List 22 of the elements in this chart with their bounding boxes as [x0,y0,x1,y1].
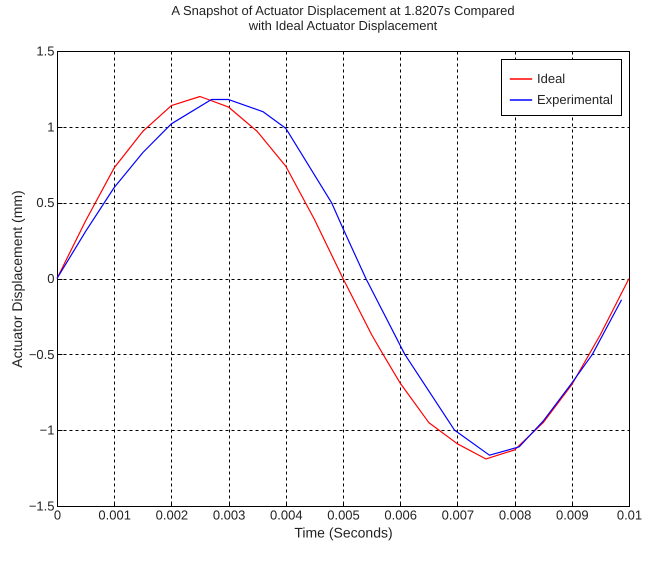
x-tick-label: 0.008 [498,508,532,522]
x-tick-label: 0.001 [98,508,131,522]
y-tick-label: 0 [47,271,54,286]
x-axis-title: Time (Seconds) [294,524,393,540]
y-tick-label: 1.5 [36,44,54,58]
x-tick-label: 0.01 [616,508,642,522]
y-tick-label: −1 [40,422,54,438]
y-axis-title: Actuator Displacement (mm) [8,190,25,368]
y-tick-label: −1.5 [28,498,54,514]
x-tick-label: 0.005 [327,508,360,522]
y-tick-label: 1 [47,119,54,134]
x-tick-label: 0.009 [556,508,589,522]
x-tick-label: 0.004 [270,508,303,522]
chart-title: A Snapshot of Actuator Displacement at 1.8207s Compared with Ideal Actuator Displacement [171,3,515,33]
x-tick-label: 0.007 [442,508,474,522]
x-tick-label: 0.006 [384,508,417,522]
legend-label: Experimental [537,92,613,107]
x-tick-label: 0.002 [156,508,188,522]
x-tick-label: 0.003 [212,508,246,522]
y-tick-label: 0.5 [36,195,54,210]
legend-label: Ideal [537,71,566,86]
y-tick-label: −0.5 [28,346,54,362]
